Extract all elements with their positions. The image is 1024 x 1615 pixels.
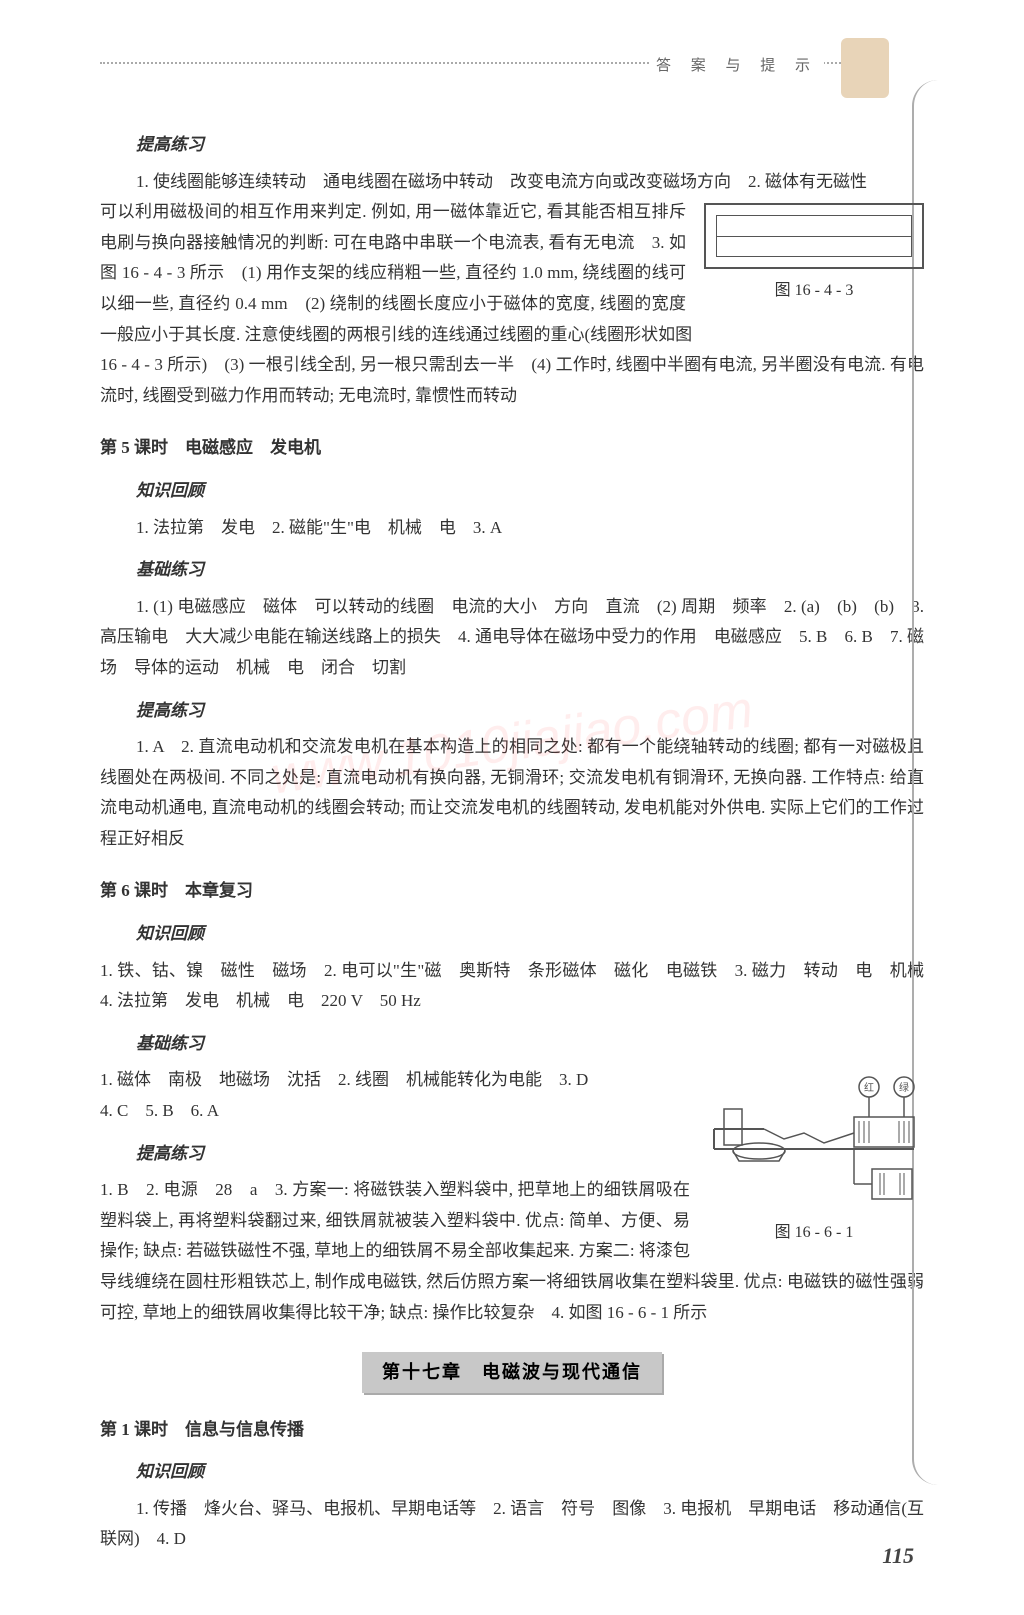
figure-16-4-3: 图 16 - 4 - 3 [704,203,924,306]
svg-text:红: 红 [864,1081,874,1094]
subheading-tgx-1: 提高练习 [136,130,924,161]
body-text: 1. 使线圈能够连续转动 通电线圈在磁场中转动 改变电流方向或改变磁场方向 2.… [100,167,924,198]
body-text: 1. (1) 电磁感应 磁体 可以转动的线圈 电流的大小 方向 直流 (2) 周… [100,592,924,684]
header-label: 答 案 与 提 示 [650,54,824,75]
figure-16-6-1: 红 绿 [704,1069,924,1248]
page-number: 115 [882,1543,914,1569]
subheading-jclx-2: 基础练习 [136,1029,924,1060]
figure-caption: 图 16 - 6 - 1 [704,1219,924,1248]
person-portrait-icon [841,38,889,98]
section-title-lesson-1: 第 1 课时 信息与信息传播 [100,1415,924,1446]
body-text: 16 - 4 - 3 所示) (3) 一根引线全刮, 另一根只需刮去一半 (4)… [100,350,924,411]
coil-diagram-icon [704,203,924,269]
side-bracket-curve [912,80,938,1485]
subheading-zshg-3: 知识回顾 [136,1457,924,1488]
subheading-zshg: 知识回顾 [136,476,924,507]
subheading-zshg-2: 知识回顾 [136,919,924,950]
circuit-diagram-icon: 红 绿 [704,1069,924,1219]
figure-caption: 图 16 - 4 - 3 [704,277,924,306]
body-text: 1. 传播 烽火台、驿马、电报机、早期电话等 2. 语言 符号 图像 3. 电报… [100,1494,924,1555]
body-text: 1. 法拉第 发电 2. 磁能"生"电 机械 电 3. A [100,513,924,544]
body-text: 1. A 2. 直流电动机和交流发电机在基本构造上的相同之处: 都有一个能绕轴转… [100,732,924,854]
chapter-banner: 第十七章 电磁波与现代通信 [100,1352,924,1392]
section-title-lesson-5: 第 5 课时 电磁感应 发电机 [100,433,924,464]
main-content: 提高练习 1. 使线圈能够连续转动 通电线圈在磁场中转动 改变电流方向或改变磁场… [100,130,924,1555]
body-text: 1. 铁、钴、镍 磁性 磁场 2. 电可以"生"磁 奥斯特 条形磁体 磁化 电磁… [100,956,924,1017]
section-title-lesson-6: 第 6 课时 本章复习 [100,876,924,907]
svg-text:绿: 绿 [899,1081,909,1094]
chapter-title: 第十七章 电磁波与现代通信 [362,1352,662,1392]
subheading-tglx: 提高练习 [136,696,924,727]
subheading-jclx: 基础练习 [136,555,924,586]
